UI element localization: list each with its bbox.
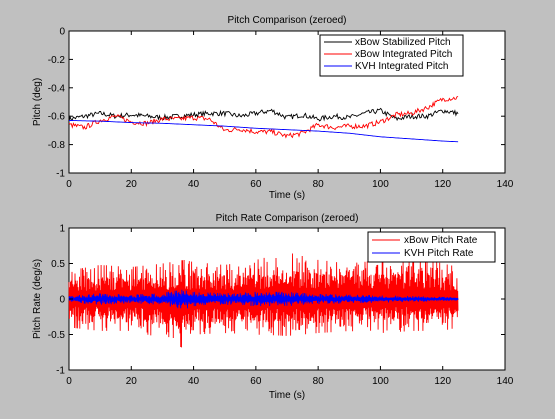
pitch-x-tick-label: 60 (250, 179, 262, 190)
pitch-x-axis-label: Time (s) (269, 190, 305, 201)
pitch-rate-y-tick-label: 0.5 (51, 259, 65, 270)
pitch-comparison-chart: Pitch Comparison (zeroed) 0 20 40 60 80 100 12… (32, 15, 514, 201)
pitch-rate-x-tick-label: 100 (372, 376, 389, 387)
pitch-x-tick-label: 0 (66, 179, 72, 190)
pitch-rate-legend-label-xbow: xBow Pitch Rate (404, 235, 478, 246)
pitch-rate-x-ticks: 0 20 40 60 80 100 120 140 (66, 228, 514, 387)
pitch-y-tick-label: -0.4 (48, 83, 66, 94)
pitch-rate-chart-title: Pitch Rate Comparison (zeroed) (216, 213, 359, 224)
pitch-rate-x-tick-label: 80 (313, 376, 325, 387)
pitch-x-ticks: 0 20 40 60 80 100 120 140 (66, 31, 514, 190)
pitch-rate-x-tick-label: 140 (497, 376, 514, 387)
pitch-rate-y-tick-label: -0.5 (48, 330, 66, 341)
pitch-rate-legend-label-kvh: KVH Pitch Rate (404, 248, 474, 259)
pitch-x-tick-label: 40 (188, 179, 200, 190)
pitch-series-xbow-stabilized-pitch (68, 107, 459, 122)
pitch-rate-x-tick-label: 60 (250, 376, 262, 387)
pitch-y-tick-label: 0 (59, 27, 65, 38)
pitch-rate-series-kvh-pitch-rate (68, 289, 459, 309)
pitch-rate-legend: xBow Pitch Rate KVH Pitch Rate (367, 231, 496, 263)
pitch-y-axis-label: Pitch (deg) (32, 78, 43, 126)
pitch-y-tick-label: -0.8 (48, 140, 66, 151)
pitch-x-tick-label: 100 (372, 179, 389, 190)
pitch-legend-label-kvh: KVH Integrated Pitch (355, 61, 448, 72)
pitch-y-tick-label: -0.2 (48, 55, 66, 66)
pitch-rate-y-axis-label: Pitch Rate (deg/s) (32, 259, 43, 339)
pitch-series-kvh-integrated-pitch (69, 120, 459, 143)
pitch-rate-x-tick-label: 40 (188, 376, 200, 387)
pitch-legend-label-stabilized: xBow Stabilized Pitch (355, 37, 451, 48)
pitch-rate-x-axis-label: Time (s) (269, 390, 305, 401)
pitch-rate-legend-box (367, 231, 496, 263)
pitch-y-ticks: -1 -0.8 -0.6 -0.4 -0.2 0 (48, 27, 505, 180)
pitch-rate-x-tick-label: 120 (434, 376, 451, 387)
pitch-rate-x-tick-label: 0 (66, 376, 72, 387)
pitch-rate-x-tick-label: 20 (126, 376, 138, 387)
pitch-rate-comparison-chart: Pitch Rate Comparison (zeroed) 0 20 40 60 80… (32, 213, 514, 401)
pitch-x-tick-label: 80 (313, 179, 325, 190)
pitch-rate-y-tick-label: 1 (59, 224, 65, 235)
pitch-x-tick-label: 20 (126, 179, 138, 190)
pitch-chart-title: Pitch Comparison (zeroed) (228, 15, 347, 26)
pitch-legend-label-integrated: xBow Integrated Pitch (355, 49, 452, 60)
pitch-rate-series-group (68, 253, 459, 348)
pitch-legend: xBow Stabilized Pitch xBow Integrated Pi… (319, 34, 464, 77)
pitch-rate-y-ticks: -1 -0.5 0 0.5 1 (48, 224, 505, 377)
pitch-series-xbow-integrated-pitch (68, 96, 459, 139)
pitch-rate-y-tick-label: -1 (56, 366, 65, 377)
pitch-x-tick-label: 120 (434, 179, 451, 190)
pitch-y-tick-label: -0.6 (48, 112, 66, 123)
pitch-y-tick-label: -1 (56, 169, 65, 180)
pitch-rate-y-tick-label: 0 (59, 295, 65, 306)
pitch-x-tick-label: 140 (497, 179, 514, 190)
pitch-series-group (68, 96, 459, 143)
